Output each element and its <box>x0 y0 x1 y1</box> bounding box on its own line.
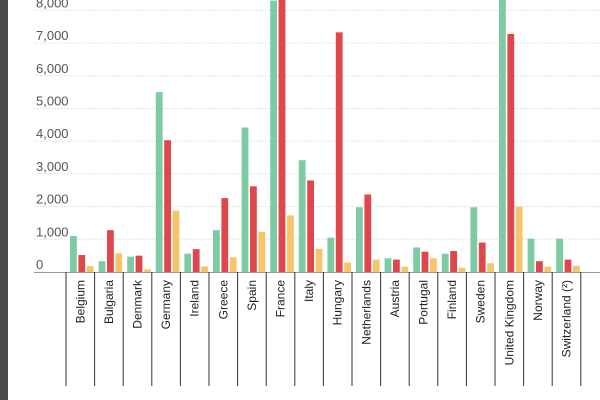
bar <box>144 269 151 272</box>
bar <box>470 207 478 272</box>
x-tick-label: Denmark <box>131 279 145 329</box>
bar <box>356 207 363 272</box>
bar <box>430 258 437 272</box>
bar <box>107 230 114 272</box>
bar <box>515 206 523 272</box>
bar <box>344 262 351 272</box>
y-tick-label: 6,000 <box>36 61 69 76</box>
x-tick-label: Germany <box>159 280 173 329</box>
bar <box>450 251 457 272</box>
bar <box>544 266 552 272</box>
x-tick-label: Switzerland (²) <box>560 280 574 357</box>
bars <box>70 0 580 273</box>
bar <box>372 259 380 272</box>
x-tick-label: Ireland <box>188 280 202 317</box>
y-tick-label: 2,000 <box>36 192 69 207</box>
axes <box>34 272 600 386</box>
bar <box>172 210 180 272</box>
x-tick-label: United Kingdom <box>502 280 516 365</box>
bar <box>258 231 266 272</box>
bar <box>307 180 314 272</box>
bar <box>201 266 208 272</box>
bar <box>458 267 466 272</box>
bar <box>364 194 372 272</box>
y-tick-label: 8,000 <box>36 0 69 10</box>
bar <box>192 249 200 272</box>
bar <box>573 265 580 272</box>
x-tick-label: France <box>274 280 288 318</box>
x-tick-label: Spain <box>245 280 259 311</box>
bar <box>86 266 94 272</box>
bar <box>478 242 486 272</box>
x-tick-label: Bulgaria <box>102 280 116 324</box>
bar <box>564 259 572 272</box>
bar <box>135 255 143 272</box>
left-edge-strip <box>0 0 8 400</box>
bar <box>335 32 343 273</box>
bar <box>393 259 400 272</box>
x-tick-label: Norway <box>531 280 545 321</box>
x-tick-label: Finland <box>445 280 459 319</box>
y-tick-label: 0 <box>36 257 43 272</box>
y-tick-label: 4,000 <box>36 126 69 141</box>
bar <box>250 186 257 272</box>
y-tick-label: 5,000 <box>36 94 69 109</box>
bar <box>98 261 106 272</box>
bar <box>327 237 335 272</box>
bar <box>499 0 506 272</box>
bar <box>78 254 86 272</box>
bar <box>536 261 543 272</box>
bar <box>221 198 229 272</box>
labels: 0 1,000 2,000 3,000 4,000 5,000 6,000 7,000 8,00… <box>36 0 574 365</box>
y-tick-label: 1,000 <box>36 224 69 239</box>
bar <box>441 253 449 272</box>
x-tick-label: Hungary <box>331 280 345 325</box>
x-tick-label: Greece <box>216 280 230 320</box>
bar <box>507 33 515 272</box>
bar <box>155 92 163 273</box>
x-tick-label: Austria <box>388 280 402 318</box>
bar <box>164 140 171 272</box>
bar <box>556 238 563 272</box>
bar <box>527 238 535 272</box>
x-tick-label: Portugal <box>417 280 431 325</box>
bar <box>287 215 294 272</box>
gridlines <box>34 9 600 240</box>
bar <box>229 257 237 272</box>
bar <box>401 266 409 272</box>
bar <box>70 236 77 272</box>
bar <box>487 263 494 272</box>
bar <box>413 247 420 272</box>
bar <box>184 253 192 272</box>
y-tick-label: 7,000 <box>36 28 69 43</box>
x-tick-label: Netherlands <box>359 280 373 345</box>
bar <box>421 251 429 272</box>
bar <box>127 256 134 272</box>
bar <box>213 230 220 272</box>
bar <box>270 0 277 273</box>
bar <box>241 127 249 272</box>
y-tick-label: 3,000 <box>36 159 69 174</box>
bar <box>315 248 323 272</box>
x-tick-label: Italy <box>302 280 316 302</box>
x-tick-label: Belgium <box>73 280 87 323</box>
bar <box>298 160 306 272</box>
x-tick-label: Sweden <box>474 280 488 323</box>
bar <box>115 253 123 272</box>
bar <box>384 258 392 272</box>
bar <box>278 0 286 272</box>
